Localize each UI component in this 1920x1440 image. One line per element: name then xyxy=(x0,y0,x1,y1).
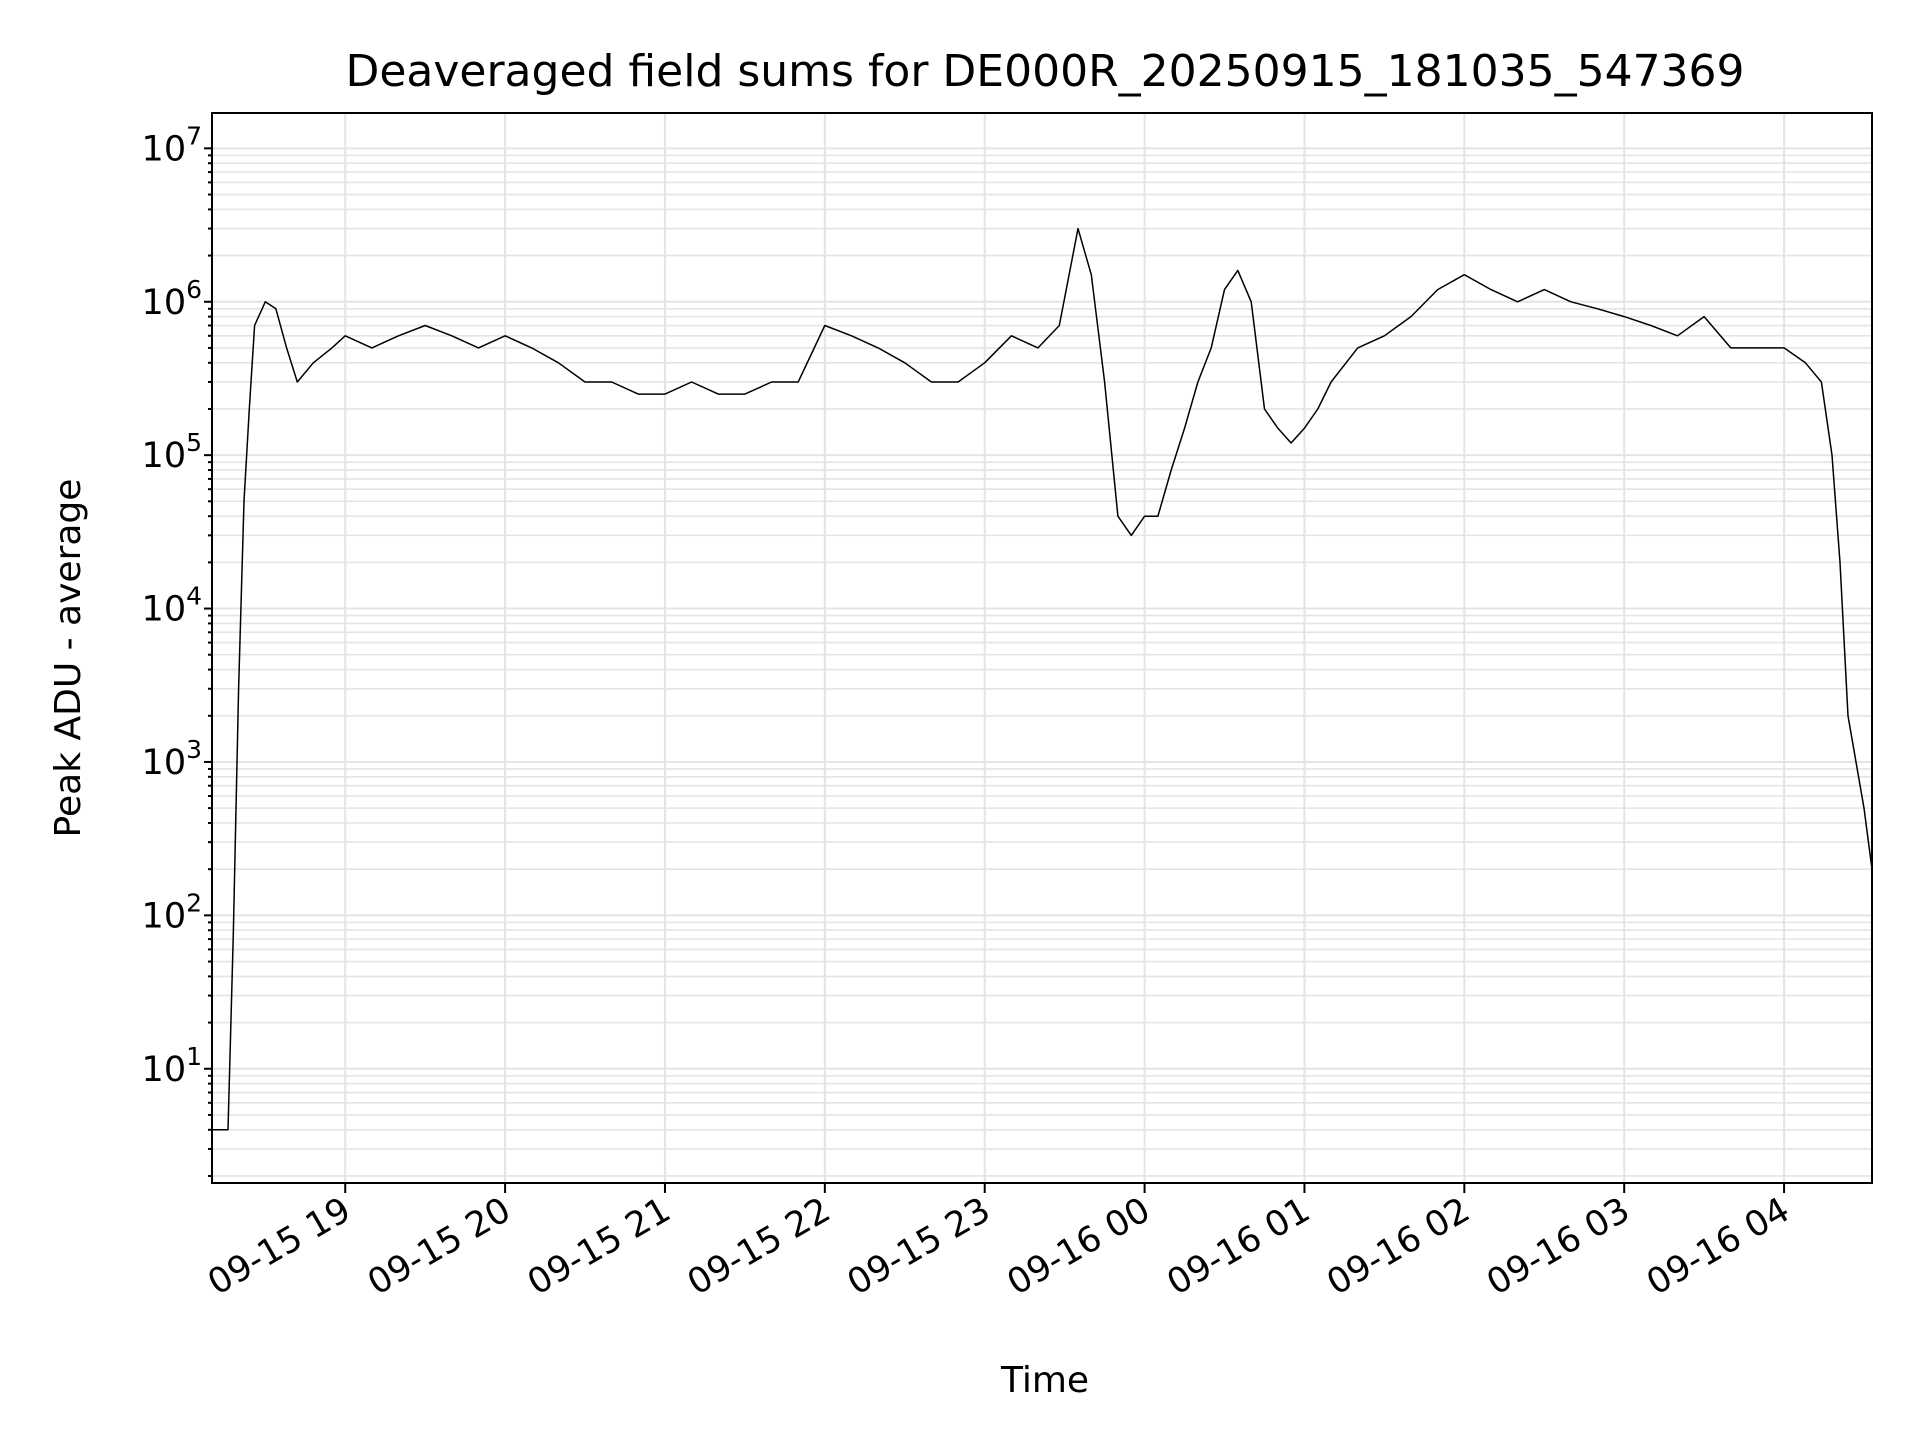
grid-lines xyxy=(212,113,1872,1183)
y-tick-base: 10 xyxy=(142,896,187,936)
y-tick-exponent: 4 xyxy=(186,582,202,611)
x-axis-label: Time xyxy=(1000,1360,1089,1401)
y-tick-exponent: 1 xyxy=(186,1042,202,1071)
y-tick-exponent: 6 xyxy=(186,275,202,304)
y-axis-label: Peak ADU - average xyxy=(48,479,89,838)
y-tick-base: 10 xyxy=(142,129,187,169)
y-tick-base: 10 xyxy=(142,1050,187,1090)
y-tick-label: 105 xyxy=(142,428,202,476)
y-tick-base: 10 xyxy=(142,743,187,783)
y-tick-base: 10 xyxy=(142,590,187,630)
plot-frame xyxy=(211,112,1873,1184)
series-line xyxy=(212,227,1873,1131)
y-tick-base: 10 xyxy=(142,283,187,323)
y-tick-label: 103 xyxy=(142,735,202,783)
chart-title: Deaveraged field sums for DE000R_2025091… xyxy=(345,46,1744,97)
y-tick-exponent: 3 xyxy=(186,735,202,764)
y-tick-label: 101 xyxy=(142,1042,202,1090)
y-tick-label: 102 xyxy=(142,888,202,936)
y-tick-label: 106 xyxy=(142,275,202,323)
y-tick-exponent: 2 xyxy=(186,888,202,917)
y-tick-exponent: 7 xyxy=(186,121,202,150)
y-tick-label: 104 xyxy=(142,582,202,630)
y-tick-base: 10 xyxy=(142,436,187,476)
y-tick-exponent: 5 xyxy=(186,428,202,457)
series-layer xyxy=(212,227,1873,1131)
y-tick-label: 107 xyxy=(142,121,202,169)
